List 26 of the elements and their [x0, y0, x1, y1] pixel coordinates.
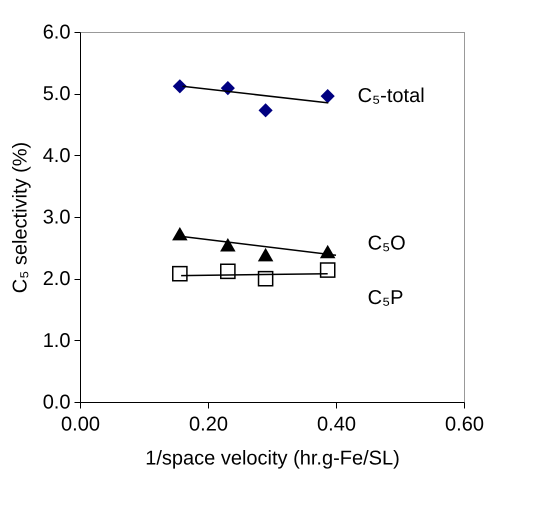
point: [320, 262, 336, 278]
point: [220, 238, 236, 252]
x-tick-label: 0.00: [61, 414, 100, 436]
series-label: C₅O: [368, 232, 406, 255]
point: [258, 248, 274, 262]
y-tick-label: 0.0: [42, 392, 70, 414]
point: [258, 103, 273, 118]
point: [172, 266, 188, 282]
y-tick-label: 5.0: [42, 83, 70, 106]
point: [220, 263, 236, 280]
point: [172, 79, 187, 94]
y-tick-label: 3.0: [42, 206, 70, 228]
x-axis-title: 1/space velocity (hr.g-Fe/SL): [145, 448, 400, 470]
point: [258, 270, 274, 286]
point: [320, 89, 335, 104]
x-tick-label: 0.40: [317, 414, 356, 436]
y-tick-label: 4.0: [42, 144, 70, 167]
series-label: C₅-total: [358, 85, 425, 108]
y-tick-label: 1.0: [42, 330, 70, 352]
y-tick-label: 6.0: [42, 22, 70, 44]
series-label: C₅P: [368, 287, 404, 310]
x-tick-label: 0.20: [189, 414, 228, 436]
y-axis-title: C₅ selectivity (%): [10, 142, 32, 294]
x-tick-label: 0.60: [445, 414, 484, 436]
y-tick-label: 2.0: [42, 268, 70, 290]
point: [172, 226, 188, 240]
